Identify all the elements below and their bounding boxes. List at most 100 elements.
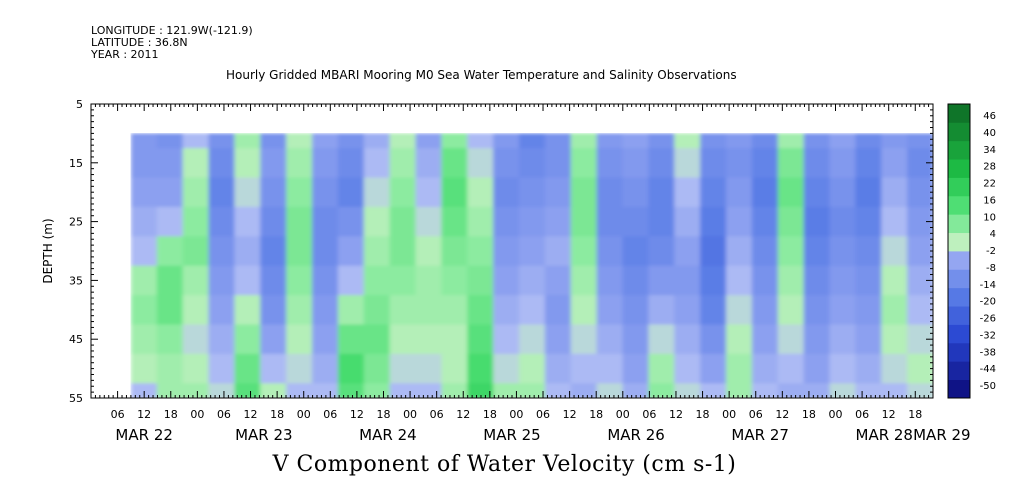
heatmap-cell	[544, 383, 572, 398]
heatmap-cell	[700, 383, 727, 398]
heatmap-cell	[156, 148, 184, 179]
heatmap-cell	[622, 324, 649, 355]
heatmap-cell	[415, 148, 442, 179]
heatmap-cell	[337, 353, 365, 384]
heatmap-cell	[182, 295, 210, 326]
x-hour-tick-label: 12	[244, 408, 258, 421]
heatmap-cell	[363, 148, 391, 179]
heatmap-cell	[907, 133, 933, 149]
x-hour-tick-label: 18	[696, 408, 710, 421]
heatmap-cell	[234, 177, 261, 208]
colorbar-label: 10	[983, 212, 996, 223]
heatmap-cell	[881, 236, 908, 267]
x-hour-tick-label: 12	[350, 408, 364, 421]
y-tick-label: 35	[69, 274, 83, 287]
heatmap-cell	[156, 177, 184, 208]
x-hour-tick-label: 06	[111, 408, 125, 421]
heatmap-cell	[544, 148, 572, 179]
heatmap-cell	[829, 148, 856, 179]
heatmap-cell	[208, 236, 235, 267]
heatmap-cell	[803, 236, 831, 267]
heatmap-cell	[312, 177, 339, 208]
x-hour-tick-label: 06	[536, 408, 550, 421]
x-hour-tick-label: 18	[908, 408, 922, 421]
heatmap-cell	[493, 133, 520, 149]
heatmap-cell	[363, 324, 391, 355]
heatmap-cell	[907, 236, 933, 267]
heatmap-cell	[751, 295, 779, 326]
heatmap-cell	[700, 133, 727, 149]
heatmap-cell	[544, 133, 572, 149]
chart-title: Hourly Gridded MBARI Mooring M0 Sea Wate…	[226, 68, 737, 82]
heatmap-cell	[441, 265, 468, 296]
heatmap-cell	[596, 133, 624, 149]
colorbar-swatch	[948, 287, 970, 307]
colorbar-label: -14	[980, 280, 996, 291]
heatmap-cell	[829, 177, 856, 208]
heatmap-cell	[441, 133, 468, 149]
heatmap-cell	[544, 177, 572, 208]
colorbar-swatch	[948, 177, 970, 197]
heatmap-cell	[467, 133, 494, 149]
heatmap-cell	[674, 295, 701, 326]
heatmap-cell	[855, 295, 882, 326]
heatmap-cell	[544, 353, 572, 384]
heatmap-cell	[907, 295, 933, 326]
heatmap-cell	[234, 353, 261, 384]
x-date-label: MAR 27	[731, 426, 788, 444]
x-hour-tick-label: 18	[164, 408, 178, 421]
colorbar-swatch	[948, 104, 970, 123]
heatmap-cell	[363, 295, 391, 326]
heatmap-cell	[622, 353, 649, 384]
latitude-label: LATITUDE : 36.8N	[91, 36, 188, 49]
heatmap-cell	[648, 177, 675, 208]
x-hour-tick-label: 06	[749, 408, 763, 421]
heatmap-cell	[751, 324, 779, 355]
x-hour-tick-label: 12	[137, 408, 151, 421]
heatmap-cell	[415, 236, 442, 267]
heatmap-cell	[881, 353, 908, 384]
heatmap-cell	[674, 383, 701, 398]
heatmap-cell	[389, 236, 417, 267]
heatmap-cell	[777, 295, 805, 326]
heatmap-cell	[467, 295, 494, 326]
heatmap-cell	[467, 353, 494, 384]
heatmap-cell	[234, 383, 261, 398]
x-hour-tick-label: 12	[669, 408, 683, 421]
heatmap-cell	[803, 133, 831, 149]
heatmap-cell	[312, 206, 339, 237]
heatmap-cell	[130, 295, 158, 326]
heatmap-cell	[441, 177, 468, 208]
heatmap-cell	[182, 353, 210, 384]
heatmap-cell	[570, 133, 598, 149]
heatmap-cell	[260, 265, 287, 296]
heatmap-cell	[648, 265, 675, 296]
heatmap-cell	[751, 133, 779, 149]
heatmap-cell	[130, 206, 158, 237]
heatmap-cell	[337, 133, 365, 149]
heatmap-cell	[674, 148, 701, 179]
heatmap-cell	[855, 324, 882, 355]
y-tick-label: 55	[69, 392, 83, 405]
heatmap-cell	[337, 324, 365, 355]
x-hour-tick-label: 12	[563, 408, 577, 421]
colorbar-swatch	[948, 306, 970, 325]
heatmap-cell	[596, 148, 624, 179]
heatmap-cell	[208, 353, 235, 384]
heatmap-cell	[389, 383, 417, 398]
heatmap-cell	[156, 206, 184, 237]
heatmap-cell	[700, 265, 727, 296]
heatmap-cell	[493, 295, 520, 326]
heatmap-cell	[674, 265, 701, 296]
heatmap-cell	[208, 383, 235, 398]
heatmap-cell	[182, 177, 210, 208]
heatmap-cell	[751, 236, 779, 267]
heatmap-cell	[286, 133, 313, 149]
heatmap-cell	[130, 236, 158, 267]
heatmap-cell	[312, 324, 339, 355]
heatmap-cell	[803, 383, 831, 398]
heatmap-cell	[156, 265, 184, 296]
x-hour-tick-label: 12	[882, 408, 896, 421]
heatmap-cell	[467, 177, 494, 208]
heatmap-cell	[570, 148, 598, 179]
